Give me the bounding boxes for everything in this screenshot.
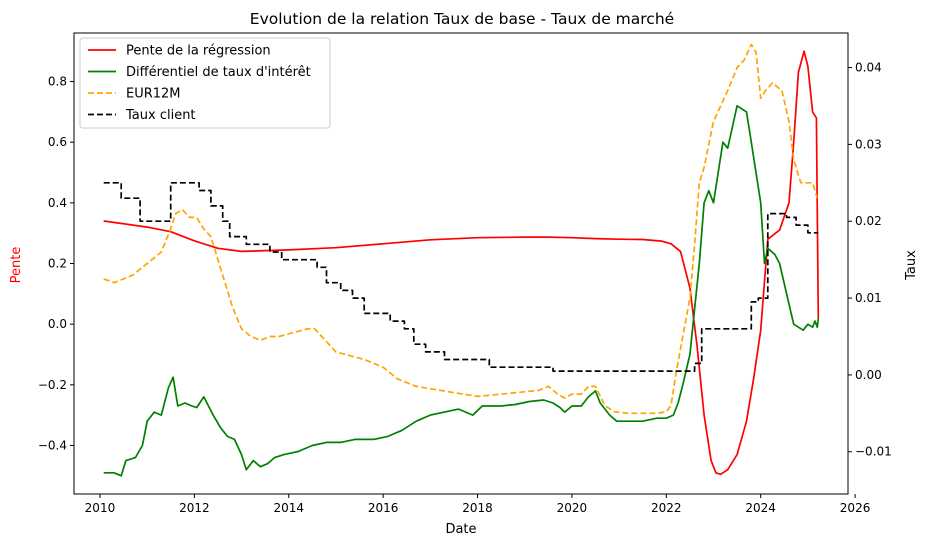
x-tick-label: 2020 [557,501,588,515]
plot-frame [73,32,849,495]
y-left-tick-label: −0.4 [38,438,67,452]
y-axis-label-right: Taux [904,250,919,281]
y-left-tick-label: 0.4 [48,196,67,210]
y-left-tick-label: 0.0 [48,317,67,331]
x-tick-label: 2014 [273,501,304,515]
y-right-tick-label: 0.03 [855,137,882,151]
x-tick-label: 2022 [651,501,682,515]
series-line-2 [103,43,819,415]
y-left-tick-label: 0.8 [48,75,67,89]
x-tick-label: 2016 [368,501,399,515]
legend-label: Taux client [125,108,196,123]
legend: Pente de la régression Différentiel de ta… [79,37,331,129]
series-line-1 [103,104,820,477]
legend-box [79,37,331,129]
legend-label: Différentiel de taux d'intérêt [126,65,311,80]
x-axis-label: Date [445,522,476,537]
x-tick-label: 2012 [179,501,210,515]
x-tick-label: 2010 [85,501,116,515]
y-right-tick-label: 0.02 [855,214,882,228]
legend-label: EUR12M [126,87,181,102]
x-tick-label: 2018 [462,501,493,515]
series-line-3 [103,181,819,372]
y-left-tick-label: 0.2 [48,257,67,271]
series-line-0 [103,50,820,476]
series-lines [103,43,820,477]
y-axis-label-left: Pente [9,247,24,284]
y-right-tick-label: 0.00 [855,368,882,382]
y-left-tick-label: 0.6 [48,135,67,149]
axis-ticks: 2010 2012 2014 2016 2018 2020 2022 2024 2026 −0.4… [38,61,892,515]
y-right-tick-label: 0.01 [855,291,882,305]
y-left-tick-label: −0.2 [38,378,67,392]
legend-label: Pente de la régression [126,44,271,59]
x-tick-label: 2024 [745,501,776,515]
chart-title: Evolution de la relation Taux de base - … [250,10,674,28]
y-right-tick-label: −0.01 [855,445,892,459]
x-tick-label: 2026 [840,501,871,515]
y-right-tick-label: 0.04 [855,61,882,75]
